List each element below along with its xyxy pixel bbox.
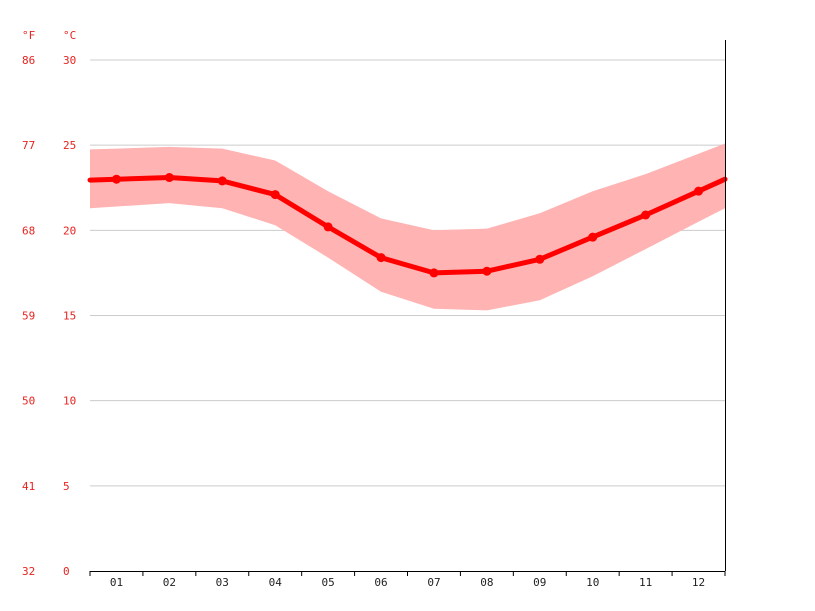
y-tick-fahrenheit-68: 68 (22, 224, 35, 237)
data-point-06 (376, 253, 386, 263)
data-point-04 (270, 190, 280, 200)
x-tick-label-02: 02 (163, 576, 176, 589)
y-tick-fahrenheit-77: 77 (22, 139, 35, 152)
y-tick-fahrenheit-41: 41 (22, 480, 35, 493)
y-tick-fahrenheit-59: 59 (22, 310, 35, 323)
gridlines (90, 59, 725, 487)
x-tick-label-01: 01 (110, 576, 123, 589)
series-line (87, 175, 728, 276)
x-tick-label-08: 08 (480, 576, 493, 589)
data-point-11 (641, 210, 651, 220)
range-band (90, 143, 725, 311)
x-tick-label-11: 11 (639, 576, 652, 589)
data-point-12 (694, 186, 704, 196)
y-tick-fahrenheit-32: 32 (22, 565, 35, 578)
x-tick-label-04: 04 (269, 576, 283, 589)
x-tick-label-07: 07 (427, 576, 440, 589)
y-axis-labels: °F °C 0 32 5 41 10 50 15 59 20 68 25 77 30 86 (22, 29, 76, 578)
y-tick-celsius-10: 10 (63, 395, 76, 408)
data-point-05 (323, 222, 333, 232)
x-tick-label-10: 10 (586, 576, 599, 589)
data-point-08 (482, 266, 492, 276)
data-point-09 (535, 254, 545, 264)
y-tick-celsius-25: 25 (63, 139, 76, 152)
y-tick-fahrenheit-50: 50 (22, 395, 35, 408)
data-point-07 (429, 268, 439, 278)
axes (89, 40, 726, 576)
data-point-02 (164, 173, 174, 183)
celsius-unit-label: °C (63, 29, 76, 42)
temperature-range-band (90, 143, 725, 311)
x-tick-label-06: 06 (374, 576, 387, 589)
y-tick-celsius-15: 15 (63, 310, 76, 323)
series-average-temperature (87, 173, 728, 278)
x-tick-label-05: 05 (322, 576, 335, 589)
y-tick-celsius-20: 20 (63, 224, 76, 237)
data-point-03 (217, 176, 227, 186)
x-tick-label-03: 03 (216, 576, 229, 589)
x-tick-label-09: 09 (533, 576, 546, 589)
x-axis-labels: 01 02 03 04 05 06 07 08 09 10 11 12 (110, 576, 705, 589)
y-tick-celsius-30: 30 (63, 54, 76, 67)
data-point-01 (111, 174, 121, 184)
fahrenheit-unit-label: °F (22, 29, 35, 42)
data-point-10 (588, 232, 598, 242)
y-tick-celsius-5: 5 (63, 480, 70, 493)
x-tick-label-12: 12 (692, 576, 705, 589)
y-tick-celsius-0: 0 (63, 565, 70, 578)
y-tick-fahrenheit-86: 86 (22, 54, 35, 67)
